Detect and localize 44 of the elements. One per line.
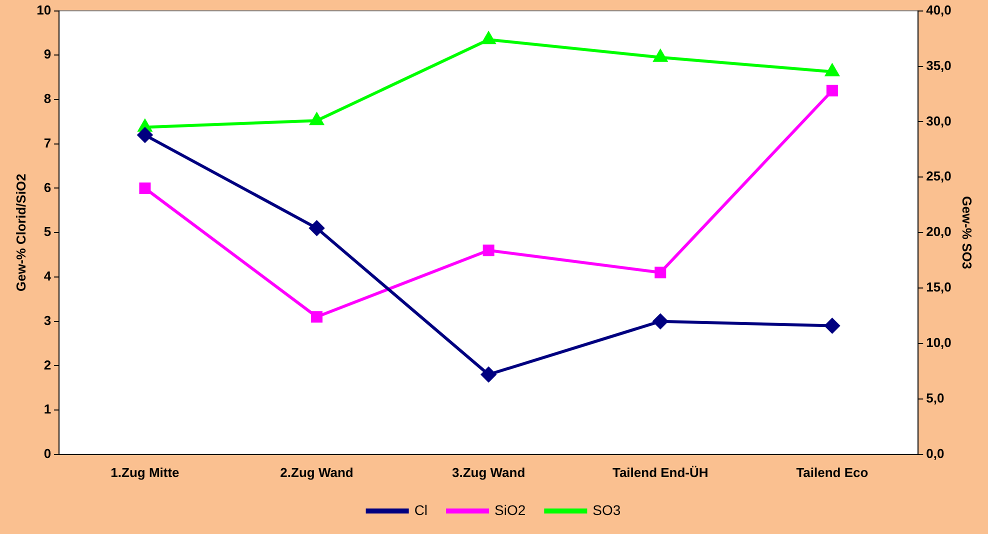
point <box>824 318 840 334</box>
y-tick-label: 5 <box>44 224 52 240</box>
y2-tick-label: 10,0 <box>926 335 952 350</box>
y-tick-label: 2 <box>44 357 52 372</box>
x-tick-label: 1.Zug Mitte <box>110 464 180 480</box>
y2-tick-label: 0,0 <box>926 446 944 461</box>
point <box>310 113 324 126</box>
point <box>137 128 152 143</box>
point <box>482 244 494 256</box>
legend-label: Cl <box>414 502 428 518</box>
y-tick-label: 7 <box>44 135 52 150</box>
y-tick-label: 9 <box>44 46 52 62</box>
y-tick-label: 0 <box>44 446 52 461</box>
y-tick-label: 1 <box>44 402 52 417</box>
y2-tick-label: 20,0 <box>926 224 952 240</box>
y-tick-label: 6 <box>44 180 52 195</box>
y-tick-label: 10 <box>36 2 52 18</box>
point <box>309 220 324 236</box>
x-tick-label: Tailend End-ÜH <box>612 464 708 480</box>
point <box>654 266 666 278</box>
y2-tick-label: 30,0 <box>926 113 952 128</box>
point <box>139 182 151 194</box>
y2-tick-label: 25,0 <box>926 168 952 184</box>
legend-label: SiO2 <box>494 502 526 518</box>
y-tick-label: 8 <box>44 91 52 106</box>
y2-tick-label: 35,0 <box>926 58 952 73</box>
point <box>311 311 323 323</box>
x-tick-label: 3.Zug Wand <box>452 464 526 480</box>
y2-tick-label: 5,0 <box>926 390 944 406</box>
point <box>826 84 838 96</box>
legend-label: SO3 <box>592 502 621 518</box>
point <box>482 32 496 44</box>
point <box>652 314 668 329</box>
point <box>654 50 668 62</box>
y2-tick-label: 15,0 <box>926 280 952 295</box>
point <box>481 367 496 382</box>
y-tick-label: 3 <box>44 312 52 328</box>
y-tick-label: 4 <box>44 268 52 284</box>
x-tick-label: Tailend Eco <box>796 464 868 480</box>
y-axis-title: Gew-% Clorid/SiO2 <box>13 174 28 292</box>
point <box>826 64 839 76</box>
x-tick-label: 2.Zug Wand <box>280 464 354 480</box>
y2-tick-label: 40,0 <box>926 2 952 18</box>
y2-axis-title: Gew-% SO3 <box>960 196 975 270</box>
